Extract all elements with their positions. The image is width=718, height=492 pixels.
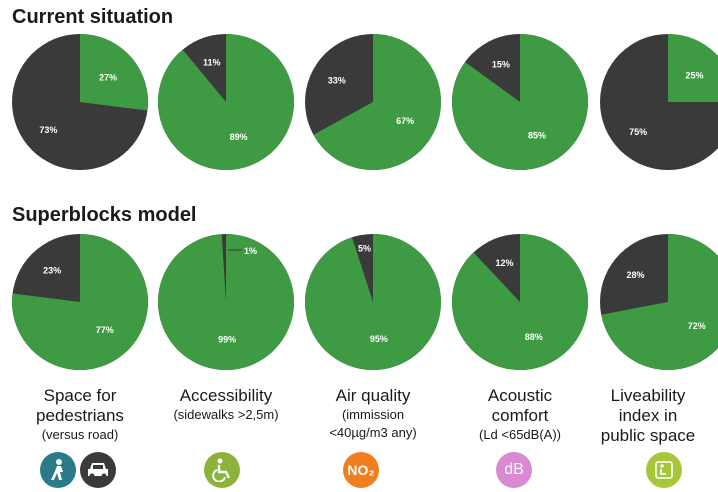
indicator-label: Accessibility (sidewalks >2,5m) (156, 386, 296, 424)
pie-label-dark: 23% (43, 265, 61, 275)
section-title-superblocks: Superblocks model (12, 204, 197, 226)
indicator-title: Space for pedestrians (36, 386, 124, 425)
pie-current-3: 67% 33% (305, 34, 442, 170)
pie-label-dark: 5% (358, 243, 371, 253)
pie-label-green: 88% (525, 332, 543, 342)
pie-slice-green (305, 234, 442, 370)
pie-current-5: 25% 75% (600, 34, 718, 170)
pie-current-1: 27% 73% (12, 34, 149, 170)
pie-superblocks-1: 77% 23% (11, 234, 148, 370)
pie-label-green: 77% (96, 325, 114, 335)
indicator-label: Liveability index in public space (578, 386, 718, 446)
pie-superblocks-4: 88% 12% (452, 234, 589, 370)
pie-slice-green (313, 34, 442, 170)
indicator-title: Liveability index in public space (600, 386, 696, 445)
indicator-title: Air quality (335, 386, 411, 405)
pie-label-green: 25% (685, 71, 703, 81)
pie-label-green: 99% (218, 334, 236, 344)
pie-label-dark: 15% (492, 59, 510, 69)
pie-label-dark: 12% (495, 258, 513, 268)
pie-label-dark: 73% (39, 125, 57, 135)
section-title-current: Current situation (12, 6, 174, 28)
pie-superblocks-3: 95% 5% (305, 234, 442, 370)
pie-label-dark: 75% (629, 127, 647, 137)
indicator-title: Acoustic comfort (487, 386, 553, 425)
no2-icon: NO₂ (343, 452, 379, 488)
pie-label-green: 89% (230, 132, 248, 142)
pedestrian-icon (40, 452, 76, 488)
pie-current-4: 85% 15% (452, 34, 589, 170)
pie-superblocks-5: 72% 28% (600, 234, 718, 370)
pie-slice-green (158, 234, 295, 370)
pie-label-green: 67% (396, 116, 414, 126)
pie-label-dark: 11% (203, 57, 221, 67)
car-icon (80, 452, 116, 488)
pie-label-green: 95% (370, 334, 388, 344)
indicator-subtitle: (immission <40µg/m3 any) (329, 407, 417, 440)
pie-slice-green (452, 234, 589, 370)
pie-superblocks-2: 99% 1% (158, 234, 295, 370)
pie-slice-green (668, 34, 718, 102)
bench-icon (646, 452, 682, 488)
pie-slice-green (80, 34, 149, 111)
indicator-subtitle: (versus road) (41, 427, 119, 442)
pie-slice-green (601, 234, 718, 370)
pie-charts: 27% 73% 89% 11% 67% 33% 85% 15% 25% 75% 77% 23% 99% 1… (11, 34, 718, 370)
indicator-subtitle: (sidewalks >2,5m) (173, 407, 279, 422)
pie-label-dark: 28% (627, 270, 645, 280)
indicator-label: Space for pedestrians (versus road) (10, 386, 150, 444)
indicator-label: Acoustic comfort (Ld <65dB(A)) (450, 386, 590, 444)
pie-label-green: 85% (528, 130, 546, 140)
pie-label-green: 72% (688, 321, 706, 331)
indicator-subtitle: (Ld <65dB(A)) (478, 427, 561, 442)
wheelchair-icon (204, 452, 240, 488)
pie-slice-green (452, 34, 589, 170)
pie-label-dark: 1% (244, 246, 257, 256)
pie-current-2: 89% 11% (158, 34, 294, 171)
indicator-label: Air quality (immission <40µg/m3 any) (303, 386, 443, 442)
pie-slice-green (11, 234, 148, 370)
pie-label-green: 27% (99, 72, 117, 82)
decibel-icon: dB (496, 452, 532, 488)
pie-label-dark: 33% (328, 76, 346, 86)
indicator-title: Accessibility (179, 386, 273, 405)
pie-slice-green (158, 34, 294, 171)
